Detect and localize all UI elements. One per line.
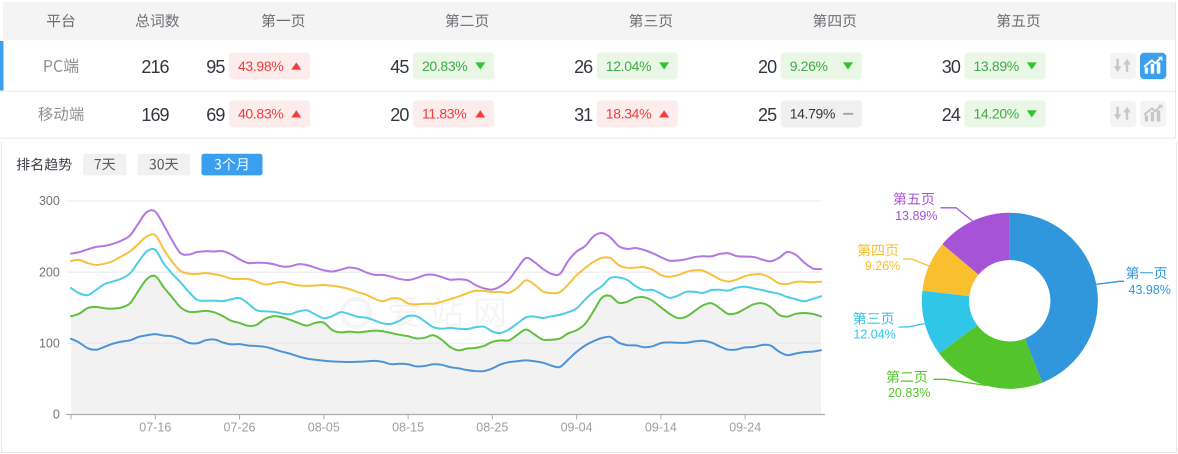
svg-text:11.83%: 11.83%: [422, 106, 466, 122]
svg-text:43.98%: 43.98%: [1129, 283, 1171, 297]
svg-text:12.04%: 12.04%: [853, 328, 895, 342]
svg-text:20.83%: 20.83%: [888, 386, 930, 400]
svg-text:18.34%: 18.34%: [606, 106, 651, 122]
svg-text:0: 0: [53, 408, 60, 422]
svg-text:100: 100: [39, 337, 60, 351]
svg-text:13.89%: 13.89%: [895, 209, 937, 223]
svg-text:08-25: 08-25: [476, 421, 508, 435]
svg-text:14.20%: 14.20%: [974, 106, 1019, 122]
svg-text:43.98%: 43.98%: [238, 58, 283, 74]
svg-text:169: 169: [141, 105, 169, 125]
svg-text:40.83%: 40.83%: [238, 106, 283, 122]
svg-text:20: 20: [758, 57, 777, 77]
svg-text:25: 25: [758, 105, 777, 125]
svg-text:08-15: 08-15: [392, 421, 424, 435]
svg-text:45: 45: [390, 57, 409, 77]
svg-text:09-14: 09-14: [645, 421, 677, 435]
svg-text:08-05: 08-05: [308, 421, 340, 435]
svg-text:24: 24: [942, 105, 961, 125]
svg-text:26: 26: [574, 57, 593, 77]
svg-text:07-16: 07-16: [139, 421, 171, 435]
svg-text:69: 69: [206, 105, 225, 125]
svg-text:07-26: 07-26: [224, 421, 256, 435]
svg-text:9.26%: 9.26%: [790, 58, 828, 74]
svg-text:200: 200: [39, 265, 60, 279]
svg-text:14.79%: 14.79%: [790, 106, 835, 122]
svg-text:300: 300: [39, 194, 60, 208]
svg-text:20.83%: 20.83%: [422, 58, 467, 74]
svg-text:31: 31: [574, 105, 593, 125]
svg-text:95: 95: [206, 57, 225, 77]
svg-text:09-24: 09-24: [729, 421, 761, 435]
svg-text:20: 20: [390, 105, 409, 125]
svg-text:9.26%: 9.26%: [865, 259, 900, 273]
svg-text:13.89%: 13.89%: [974, 58, 1019, 74]
svg-text:09-04: 09-04: [561, 421, 593, 435]
svg-text:12.04%: 12.04%: [606, 58, 651, 74]
svg-text:30: 30: [942, 57, 961, 77]
svg-text:216: 216: [141, 57, 169, 77]
